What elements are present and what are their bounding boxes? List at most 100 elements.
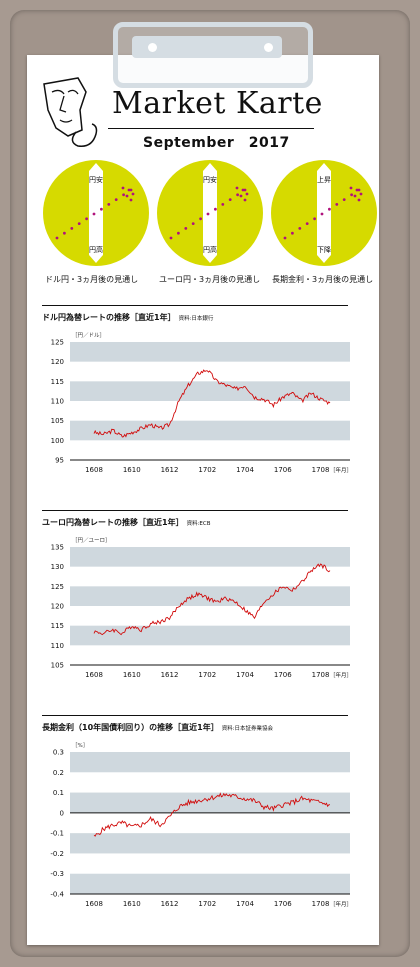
- forecast-dot: [241, 188, 245, 192]
- face-logo-icon: [43, 77, 98, 147]
- x-tick-label: 1612: [161, 900, 179, 908]
- y-tick-label: -0.3: [50, 870, 64, 878]
- forecast-dot: [357, 198, 361, 202]
- section-source: 資料:ECB: [186, 521, 211, 527]
- forecast-dot: [55, 236, 59, 240]
- section-title-text: ドル円為替レートの推移［直近1年］: [42, 313, 176, 322]
- y-tick-label: -0.4: [50, 891, 64, 899]
- forecast-dot: [214, 207, 217, 211]
- forecast-dot: [129, 198, 133, 202]
- y-tick-label: 110: [51, 398, 64, 406]
- x-tick-label: 1708: [312, 900, 330, 908]
- forecast-dot: [206, 212, 210, 216]
- section-source: 資料:日本銀行: [178, 316, 214, 322]
- forecast-dot: [335, 203, 339, 206]
- jgb-yield-chart: 0.3 0.2 0.1 0 -0.1 -0.2 -0.3 -0.4 ［%］ 1608 1610 161…: [50, 742, 352, 908]
- forecast-dot: [243, 198, 247, 202]
- y-tick-label: 0.1: [53, 789, 64, 797]
- x-tick-label: 1612: [161, 466, 179, 474]
- section-rule: [42, 305, 348, 306]
- clip-bar: [132, 36, 282, 58]
- forecast-dot: [359, 192, 363, 196]
- section-title-text: 長期金利（10年国債利回り）の推移［直近1年］: [42, 723, 219, 732]
- x-tick-label: 1612: [161, 671, 179, 679]
- issue-date: September 2017: [143, 135, 290, 151]
- forecast-dot: [298, 227, 302, 230]
- y-tick-label: 125: [51, 339, 64, 347]
- clip-hole: [264, 43, 273, 52]
- grid-band: [70, 342, 350, 362]
- forecast-dot: [122, 193, 125, 197]
- forecast-dot: [291, 231, 294, 235]
- x-tick-label: 1706: [274, 466, 292, 474]
- forecast-dot: [114, 198, 118, 201]
- x-tick-label: 1610: [123, 671, 141, 679]
- forecast-dot: [320, 212, 324, 216]
- y-tick-label: 135: [51, 544, 64, 552]
- forecast-dot: [131, 192, 135, 196]
- y-tick-label: 115: [51, 622, 64, 630]
- series-line: [93, 563, 331, 636]
- y-tick-label: 120: [51, 358, 64, 366]
- y-unit-label: ［円／ユーロ］: [72, 537, 111, 544]
- y-tick-label: 100: [51, 437, 64, 445]
- y-tick-label: -0.2: [50, 850, 64, 858]
- forecast-dot: [355, 188, 359, 192]
- forecast-dot: [125, 194, 129, 198]
- forecast-dot: [313, 217, 316, 221]
- title-underline: [108, 128, 314, 129]
- x-tick-label: 1708: [312, 466, 330, 474]
- x-tick-label: 1608: [85, 900, 103, 908]
- forecast-dot: [245, 192, 249, 196]
- forecast-dots: [283, 186, 363, 240]
- section-rule: [42, 715, 348, 716]
- forecast-dot: [121, 186, 125, 190]
- y-tick-label: 0.3: [53, 749, 64, 757]
- outlook-top-label: 円安: [89, 175, 103, 184]
- forecast-dot: [107, 203, 111, 206]
- forecast-dot: [228, 198, 232, 201]
- forecast-dots: [169, 186, 249, 240]
- forecast-dot: [85, 217, 88, 221]
- outlook-label-usdjpy: ドル円・3ヵ月後の見通し: [45, 275, 139, 284]
- outlook-circle-usdjpy: 円安 円高: [43, 160, 149, 266]
- grid-band: [70, 873, 350, 894]
- grid-band: [70, 833, 350, 854]
- forecast-dot: [199, 217, 202, 221]
- y-tick-label: 130: [51, 563, 64, 571]
- forecast-dot: [129, 188, 133, 192]
- x-tick-label: 1704: [236, 466, 254, 474]
- section-title-usdjpy: ドル円為替レートの推移［直近1年］ 資料:日本銀行: [42, 312, 213, 323]
- outlook-top-label: 上昇: [317, 175, 331, 184]
- forecast-dot: [349, 186, 353, 190]
- x-tick-label: 1708: [312, 671, 330, 679]
- section-source: 資料:日本証券業協会: [221, 726, 274, 732]
- section-title-text: ユーロ円為替レートの推移［直近1年］: [42, 518, 184, 527]
- outlook-label-rates: 長期金利・3ヵ月後の見通し: [272, 275, 374, 284]
- x-tick-label: 1610: [123, 466, 141, 474]
- usdjpy-chart: 95 100 105 110 115 120 125 ［円／ドル］ 1608 1610 1612 17…: [51, 332, 352, 474]
- forecast-dot: [235, 186, 239, 190]
- forecast-dot: [236, 193, 239, 197]
- x-tick-label: 1610: [123, 900, 141, 908]
- y-tick-label: 120: [51, 603, 64, 611]
- outlook-bottom-label: 円高: [89, 245, 103, 254]
- forecast-dot: [184, 227, 188, 230]
- eurjpy-chart: 105 110 115 120 125 130 135 ［円／ユーロ］ 1608 1610 1612…: [51, 537, 352, 679]
- forecast-dot: [342, 198, 346, 201]
- forecast-dot: [283, 236, 287, 240]
- x-tick-label: 1704: [236, 900, 254, 908]
- clip-hole: [148, 43, 157, 52]
- grid-band: [70, 381, 350, 401]
- grid-band: [70, 586, 350, 606]
- y-tick-label: 110: [51, 642, 64, 650]
- y-tick-label: 0: [60, 809, 64, 817]
- y-unit-label: ［円／ドル］: [72, 332, 105, 339]
- outlook-bottom-label: 下降: [317, 245, 331, 254]
- y-tick-label: 95: [55, 457, 64, 465]
- series-line: [93, 792, 331, 837]
- x-tick-label: 1706: [274, 900, 292, 908]
- section-rule: [42, 510, 348, 511]
- x-tick-label: 1704: [236, 671, 254, 679]
- forecast-dot: [63, 231, 66, 235]
